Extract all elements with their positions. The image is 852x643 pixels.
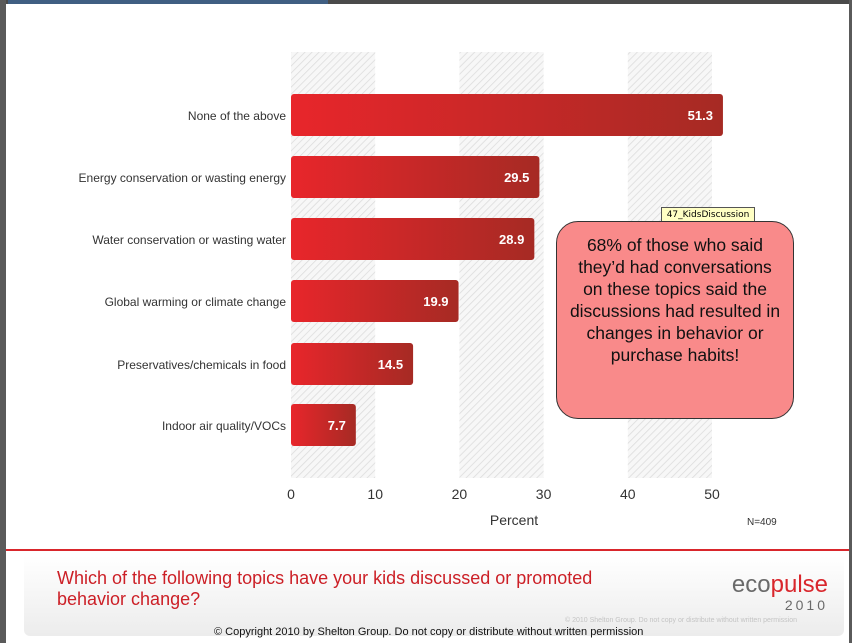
x-tick-labels: 0 10 20 30 40 50 — [287, 486, 720, 502]
category-label: Global warming or climate change — [105, 295, 287, 309]
ecopulse-logo: ecopulse 2010 — [700, 571, 828, 613]
value-label: 28.9 — [499, 232, 524, 247]
window-left-border — [0, 0, 6, 643]
value-label: 19.9 — [423, 294, 448, 309]
bar — [291, 94, 723, 136]
logo-year: 2010 — [784, 597, 828, 613]
x-tick-label: 20 — [452, 486, 468, 502]
window-tab-strip — [8, 0, 328, 4]
category-labels: None of the above Energy conservation or … — [79, 109, 287, 433]
bar — [291, 218, 535, 260]
x-tick-label: 50 — [704, 486, 720, 502]
callout-box: 68% of those who said they’d had convers… — [556, 221, 794, 419]
category-label: Water conservation or wasting water — [92, 233, 286, 247]
category-label: None of the above — [188, 109, 286, 123]
bar — [291, 280, 459, 322]
x-tick-label: 30 — [536, 486, 552, 502]
x-axis-label: Percent — [490, 512, 538, 528]
logo-text-eco: eco — [731, 571, 771, 598]
value-label: 14.5 — [378, 357, 403, 372]
value-label: 7.7 — [328, 418, 346, 433]
value-label: 29.5 — [504, 170, 529, 185]
footer-divider — [6, 549, 849, 551]
bars — [291, 94, 723, 446]
value-label: 51.3 — [688, 108, 713, 123]
bar — [291, 156, 540, 198]
value-labels: 51.3 29.5 28.9 19.9 14.5 7.7 — [328, 108, 713, 433]
category-label: Preservatives/chemicals in food — [117, 358, 286, 372]
category-label: Energy conservation or wasting energy — [79, 171, 286, 185]
logo-text-pulse: pulse — [770, 571, 828, 598]
survey-question: Which of the following topics have your … — [57, 568, 593, 609]
faint-copyright-notice: © 2010 Shelton Group. Do not copy or dis… — [565, 617, 797, 624]
copyright-notice: © Copyright 2010 by Shelton Group. Do no… — [214, 626, 644, 638]
bar — [291, 404, 356, 446]
sample-size-note: N=409 — [747, 517, 777, 528]
x-tick-label: 10 — [367, 486, 383, 502]
window-top-border — [0, 0, 852, 4]
x-tick-label: 0 — [287, 486, 295, 502]
category-label: Indoor air quality/VOCs — [162, 419, 286, 433]
bar — [291, 343, 414, 385]
footer-band — [24, 556, 844, 636]
x-tick-label: 40 — [620, 486, 636, 502]
window-right-border — [849, 0, 852, 643]
